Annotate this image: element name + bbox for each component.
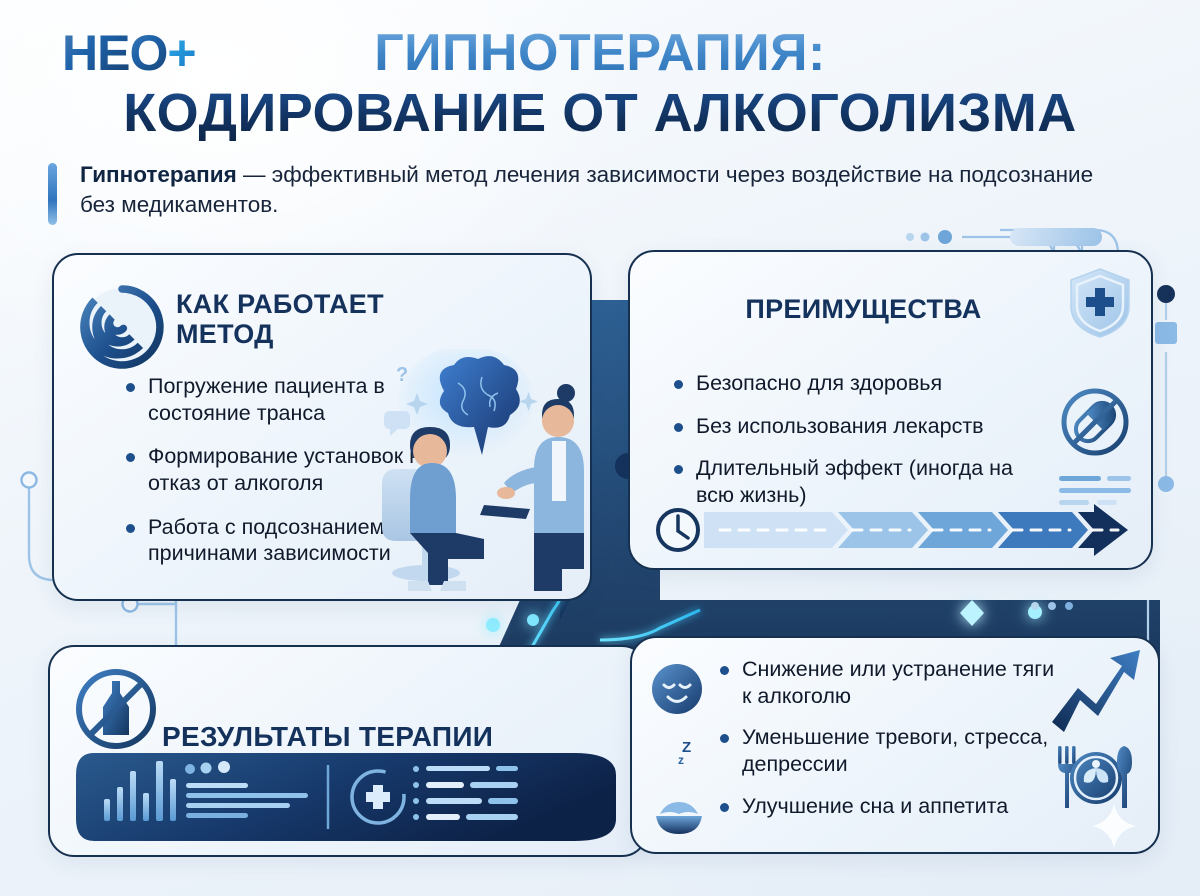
text-lines-icon — [185, 761, 308, 818]
no-pills-icon — [1061, 388, 1129, 456]
subtitle-rest: — эффективный метод лечения зависимости … — [80, 162, 1094, 218]
list-item: Погружение пациента в состояние транса — [124, 373, 484, 426]
hypnosis-spiral-icon — [80, 285, 164, 369]
bar-chart-icon — [104, 761, 176, 821]
list-item: Формирование установок на отказ от алког… — [124, 443, 484, 496]
subtitle-accent-bar — [48, 163, 57, 225]
method-bullet-list: Погружение пациента в состояние транса Ф… — [124, 373, 484, 584]
dashboard-panel — [76, 753, 616, 841]
title-line-2: КОДИРОВАНИЕ ОТ АЛКОГОЛИЗМА — [0, 84, 1200, 142]
subtitle-lead: Гипнотерапия — [80, 162, 237, 187]
fork-icon — [1058, 746, 1076, 808]
card-title-results: РЕЗУЛЬТАТЫ ТЕРАПИИ — [162, 721, 494, 752]
sleeping-moon-icon: Z z — [659, 734, 691, 780]
svg-text:?: ? — [396, 364, 408, 386]
benefits-bullet-list: Безопасно для здоровья Без использования… — [672, 370, 1052, 525]
healthy-meal-icon — [1058, 746, 1132, 808]
food-bowl-icon — [656, 802, 702, 834]
plus-circle-icon — [350, 769, 406, 825]
list-item: Уменьшение тревоги, стресса, депрессии — [718, 724, 1058, 777]
outcomes-bullet-list: Снижение или устранение тяги к алкоголю … — [718, 656, 1058, 834]
page-title: ГИПНОТЕРАПИЯ: КОДИРОВАНИЕ ОТ АЛКОГОЛИЗМА — [0, 26, 1200, 141]
lines-decoration-icon — [1059, 476, 1131, 505]
calm-face-icon — [652, 664, 702, 714]
no-alcohol-icon — [76, 669, 156, 749]
therapy-session-illustration: ? — [382, 349, 584, 591]
card-outcomes: Z z Снижение или устранение тяги к алког… — [630, 636, 1160, 854]
growth-arrow-icon — [1052, 650, 1140, 732]
logo-text-ne: НЕ — [62, 25, 130, 81]
shield-plus-icon — [1070, 268, 1130, 338]
benefits-timeline — [656, 504, 1128, 556]
svg-text:z: z — [678, 753, 684, 767]
svg-text:Z: Z — [682, 739, 691, 756]
panel-detail-lines — [413, 766, 518, 820]
title-line-1: ГИПНОТЕРАПИЯ: — [0, 26, 1200, 81]
card-title-method: КАК РАБОТАЕТ МЕТОД — [176, 289, 384, 350]
sparkle-icon — [1092, 804, 1136, 848]
list-item: Работа с подсознанием и причинами зависи… — [124, 514, 484, 567]
card-benefits: ПРЕИМУЩЕСТВА Безопасно для здоровья Без … — [628, 250, 1153, 570]
list-item: Без использования лекарств — [672, 413, 1052, 440]
subtitle: Гипнотерапия — эффективный метод лечения… — [80, 160, 1110, 220]
list-item: Безопасно для здоровья — [672, 370, 1052, 397]
card-title-benefits: ПРЕИМУЩЕСТВА — [745, 294, 982, 324]
list-item: Длительный эффект (иногда на всю жизнь) — [672, 455, 1052, 508]
knife-icon — [1117, 746, 1132, 808]
logo-plus-icon: + — [167, 25, 196, 81]
card-how-method-works: КАК РАБОТАЕТ МЕТОД Погружение пациента в… — [52, 253, 592, 601]
card-therapy-results: РЕЗУЛЬТАТЫ ТЕРАПИИ — [48, 645, 648, 857]
brand-logo[interactable]: НЕО+ — [62, 25, 197, 81]
logo-text-o: О — [129, 25, 168, 81]
list-item: Улучшение сна и аппетита — [718, 793, 1058, 820]
list-item: Снижение или устранение тяги к алкоголю — [718, 656, 1058, 709]
